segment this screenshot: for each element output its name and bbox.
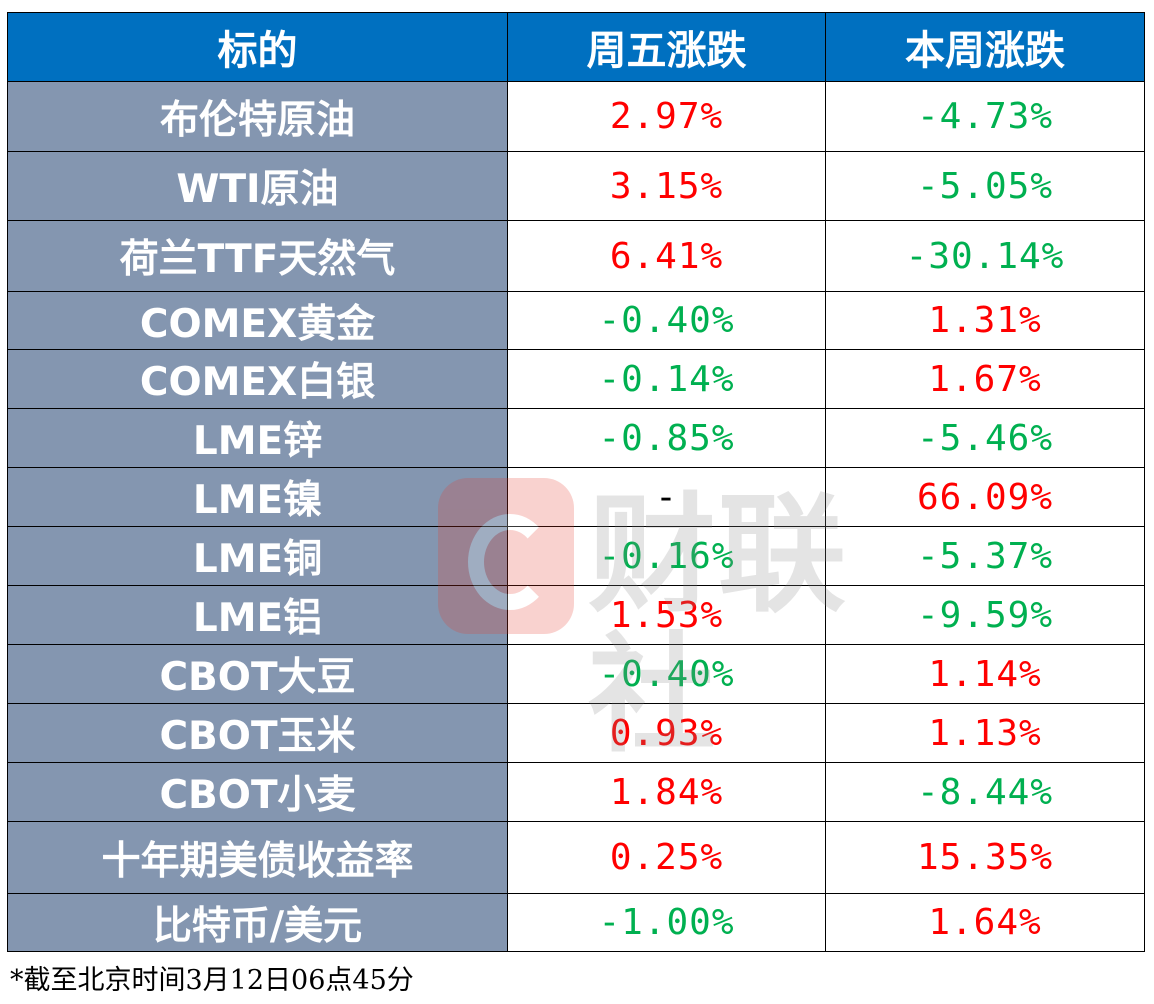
asset-name: LME铜 [7, 526, 508, 586]
week-change: -30.14% [825, 220, 1145, 292]
friday-change: -1.00% [507, 893, 826, 952]
table-row: LME铜 -0.16% -5.37% [7, 526, 1145, 586]
column-header-week-change: 本周涨跌 [825, 12, 1145, 82]
table-row: 荷兰TTF天然气 6.41% -30.14% [7, 220, 1145, 292]
week-change: -9.59% [825, 585, 1145, 645]
friday-change: 0.25% [507, 821, 826, 894]
friday-change: - [507, 467, 826, 527]
week-change: 66.09% [825, 467, 1145, 527]
asset-name: 十年期美债收益率 [7, 821, 508, 894]
week-change: -4.73% [825, 81, 1145, 152]
table-row: 十年期美债收益率 0.25% 15.35% [7, 821, 1145, 894]
table-row: WTI原油 3.15% -5.05% [7, 151, 1145, 221]
week-change: -8.44% [825, 762, 1145, 822]
friday-change: -0.16% [507, 526, 826, 586]
asset-name: COMEX黄金 [7, 291, 508, 350]
week-change: -5.05% [825, 151, 1145, 221]
table-row: CBOT大豆 -0.40% 1.14% [7, 644, 1145, 704]
footnote: *截至北京时间3月12日06点45分 [10, 965, 414, 996]
friday-change: -0.14% [507, 349, 826, 409]
friday-change: -0.85% [507, 408, 826, 468]
week-change: -5.46% [825, 408, 1145, 468]
friday-change: 2.97% [507, 81, 826, 152]
asset-name: 布伦特原油 [7, 81, 508, 152]
week-change: 1.14% [825, 644, 1145, 704]
table-row: CBOT玉米 0.93% 1.13% [7, 703, 1145, 763]
asset-name: CBOT玉米 [7, 703, 508, 763]
table-row: LME镍 - 66.09% [7, 467, 1145, 527]
table-header-row: 标的 周五涨跌 本周涨跌 [7, 12, 1145, 82]
week-change: 15.35% [825, 821, 1145, 894]
friday-change: -0.40% [507, 644, 826, 704]
asset-name: LME锌 [7, 408, 508, 468]
table-row: LME锌 -0.85% -5.46% [7, 408, 1145, 468]
friday-change: 1.84% [507, 762, 826, 822]
week-change: -5.37% [825, 526, 1145, 586]
asset-name: COMEX白银 [7, 349, 508, 409]
week-change: 1.64% [825, 893, 1145, 952]
table-row: CBOT小麦 1.84% -8.44% [7, 762, 1145, 822]
asset-name: LME镍 [7, 467, 508, 527]
table-row: 比特币/美元 -1.00% 1.64% [7, 893, 1145, 952]
asset-name: CBOT小麦 [7, 762, 508, 822]
friday-change: -0.40% [507, 291, 826, 350]
table-row: 布伦特原油 2.97% -4.73% [7, 81, 1145, 152]
asset-name: 比特币/美元 [7, 893, 508, 952]
asset-name: 荷兰TTF天然气 [7, 220, 508, 292]
friday-change: 1.53% [507, 585, 826, 645]
week-change: 1.67% [825, 349, 1145, 409]
asset-name: CBOT大豆 [7, 644, 508, 704]
column-header-name: 标的 [7, 12, 508, 82]
table-row: LME铝 1.53% -9.59% [7, 585, 1145, 645]
asset-name: WTI原油 [7, 151, 508, 221]
market-change-table: 标的 周五涨跌 本周涨跌 布伦特原油 2.97% -4.73% WTI原油 3.… [7, 12, 1145, 952]
week-change: 1.13% [825, 703, 1145, 763]
friday-change: 3.15% [507, 151, 826, 221]
table-row: COMEX黄金 -0.40% 1.31% [7, 291, 1145, 350]
friday-change: 0.93% [507, 703, 826, 763]
table-row: COMEX白银 -0.14% 1.67% [7, 349, 1145, 409]
friday-change: 6.41% [507, 220, 826, 292]
week-change: 1.31% [825, 291, 1145, 350]
asset-name: LME铝 [7, 585, 508, 645]
column-header-friday-change: 周五涨跌 [507, 12, 826, 82]
